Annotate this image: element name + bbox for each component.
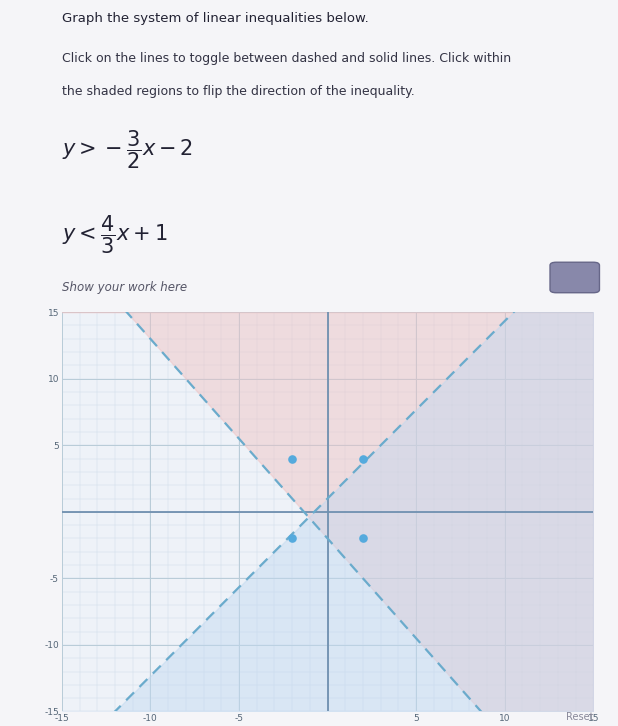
Text: Click on the lines to toggle between dashed and solid lines. Click within: Click on the lines to toggle between das…	[62, 52, 511, 65]
Text: $y < \dfrac{4}{3}x + 1$: $y < \dfrac{4}{3}x + 1$	[62, 213, 167, 256]
Text: the shaded regions to flip the direction of the inequality.: the shaded regions to flip the direction…	[62, 86, 415, 99]
Text: Reset: Reset	[566, 712, 593, 722]
Text: $y > -\dfrac{3}{2}x - 2$: $y > -\dfrac{3}{2}x - 2$	[62, 128, 193, 171]
FancyBboxPatch shape	[550, 262, 599, 293]
Text: Graph the system of linear inequalities below.: Graph the system of linear inequalities …	[62, 12, 368, 25]
Text: Show your work here: Show your work here	[62, 280, 187, 293]
